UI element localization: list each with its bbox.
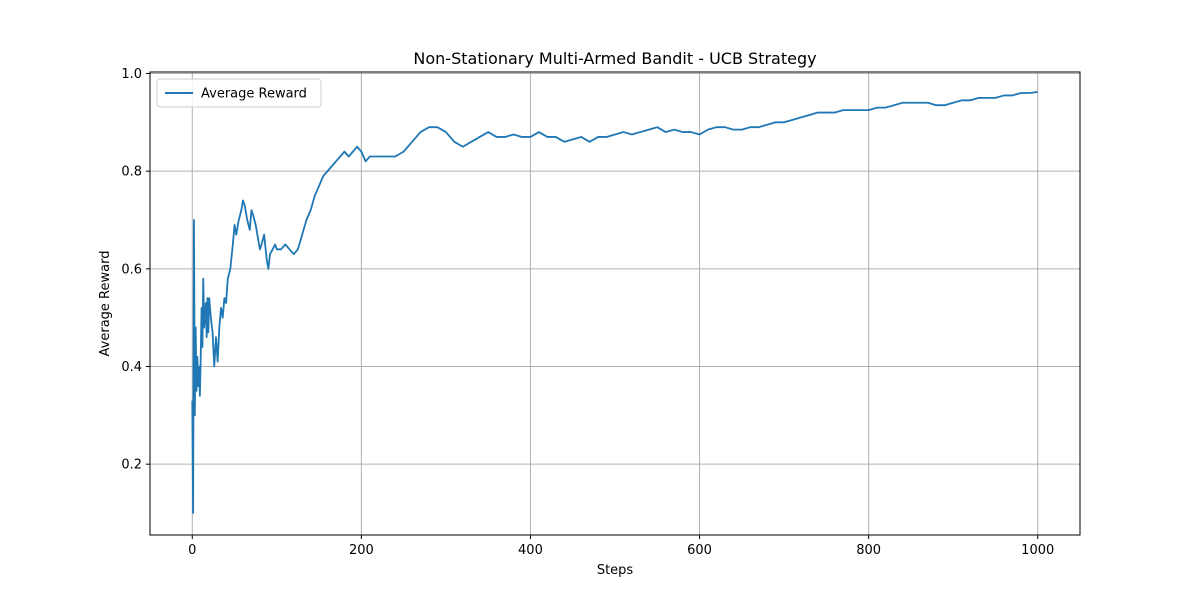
grid-layer [150,72,1080,535]
y-axis-title: Average Reward [98,251,113,357]
tick-layer: 0 200 400 600 800 1000 0.2 0.4 0.6 0.8 1.0 [121,67,1054,558]
x-axis-title: Steps [597,563,634,578]
y-tick-label: 0.2 [121,458,142,473]
plot-frame [149,71,1081,536]
legend: Average Reward [156,78,322,108]
y-tick-label: 1.0 [121,67,142,82]
series-layer [191,91,1038,514]
legend-box [156,78,322,108]
y-tick-label: 0.4 [121,360,142,375]
x-tick-label: 0 [188,543,196,558]
x-tick-label: 200 [349,543,374,558]
y-tick-label: 0.6 [121,262,142,277]
x-tick-label: 400 [518,543,543,558]
x-tick-label: 600 [687,543,712,558]
chart-title: Non-Stationary Multi-Armed Bandit - UCB … [413,49,816,68]
y-tick-label: 0.8 [121,165,142,180]
x-tick-label: 800 [856,543,881,558]
legend-label: Average Reward [201,87,307,102]
x-tick-label: 1000 [1021,543,1054,558]
series-line-average-reward [191,91,1038,514]
